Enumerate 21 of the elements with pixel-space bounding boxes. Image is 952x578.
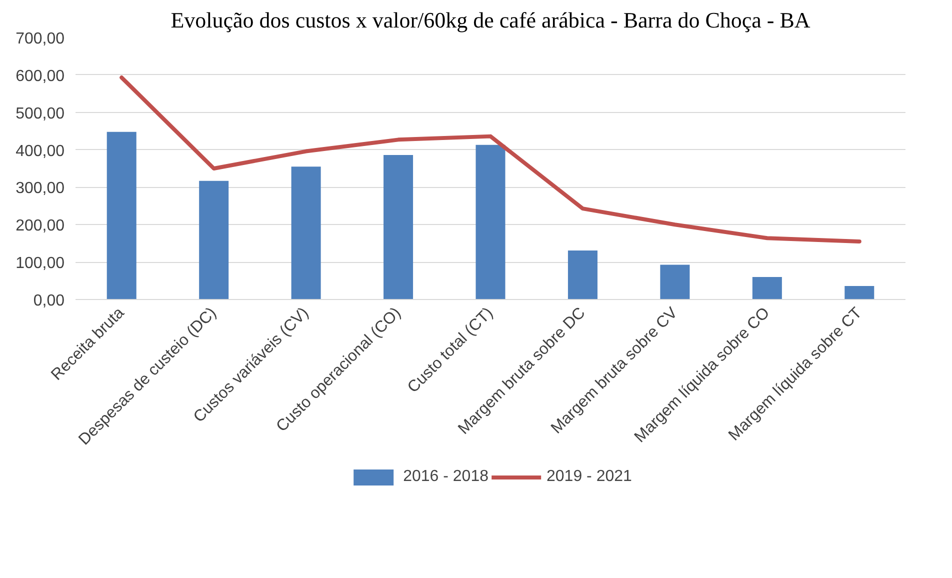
y-tick-label: 100,00 xyxy=(16,255,65,272)
bar xyxy=(476,144,506,300)
legend-label: 2019 - 2021 xyxy=(546,468,632,486)
y-tick-label: 500,00 xyxy=(16,105,65,122)
y-tick-label: 200,00 xyxy=(16,218,65,235)
bar xyxy=(752,277,782,300)
legend-label: 2016 - 2018 xyxy=(403,468,488,486)
bar xyxy=(384,155,414,300)
bar xyxy=(199,180,229,300)
bar xyxy=(844,286,874,300)
line-series xyxy=(120,76,862,244)
y-tick-label: 600,00 xyxy=(16,68,65,85)
bar xyxy=(568,250,598,300)
chart-title: Evolução dos custos x valor/60kg de café arábica - Barra do Choça - BA xyxy=(170,8,810,32)
y-tick-label: 400,00 xyxy=(16,142,65,160)
bar xyxy=(291,166,321,300)
y-tick-label: 300,00 xyxy=(16,180,65,198)
y-tick-label: 0,00 xyxy=(33,292,65,310)
bar xyxy=(106,132,136,300)
y-tick-label: 700,00 xyxy=(16,30,65,48)
bar xyxy=(660,264,690,300)
